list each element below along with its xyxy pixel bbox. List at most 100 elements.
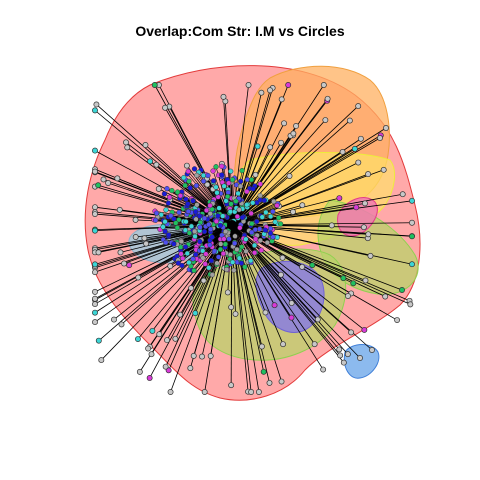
graph-node bbox=[165, 232, 172, 238]
graph-node bbox=[217, 246, 224, 253]
graph-node bbox=[223, 266, 230, 273]
graph-node bbox=[197, 238, 203, 245]
graph-node bbox=[237, 225, 243, 231]
graph-node bbox=[288, 314, 295, 321]
graph-node bbox=[357, 355, 363, 361]
graph-node bbox=[92, 147, 98, 154]
graph-node bbox=[92, 301, 98, 308]
graph-node bbox=[258, 89, 265, 96]
graph-node bbox=[162, 104, 169, 111]
graph-node bbox=[174, 225, 180, 231]
graph-node bbox=[337, 352, 344, 359]
graph-node bbox=[197, 213, 203, 219]
graph-node bbox=[242, 264, 248, 270]
graph-node bbox=[163, 207, 169, 213]
graph-node bbox=[362, 277, 369, 284]
graph-node bbox=[200, 172, 207, 179]
graph-node bbox=[181, 175, 187, 181]
edge bbox=[231, 137, 381, 226]
graph-node bbox=[224, 289, 231, 296]
community-hull-pink bbox=[337, 197, 378, 237]
graph-node bbox=[114, 175, 121, 182]
graph-node bbox=[200, 178, 207, 184]
graph-node bbox=[221, 183, 227, 189]
graph-node bbox=[194, 172, 200, 179]
graph-node bbox=[203, 207, 210, 214]
edge bbox=[231, 193, 403, 226]
graph-node bbox=[186, 178, 192, 185]
graph-node bbox=[209, 272, 215, 278]
graph-node bbox=[213, 218, 220, 224]
graph-node bbox=[200, 248, 206, 254]
graph-node bbox=[221, 236, 227, 242]
graph-node bbox=[244, 202, 250, 208]
graph-node bbox=[355, 103, 362, 110]
graph-node bbox=[134, 336, 141, 342]
graph-node bbox=[98, 357, 105, 364]
graph-node bbox=[270, 234, 276, 240]
graph-node bbox=[215, 213, 221, 219]
graph-node bbox=[252, 236, 259, 242]
edge bbox=[231, 224, 364, 228]
graph-node bbox=[111, 316, 117, 323]
community-hull-blue bbox=[343, 344, 380, 379]
graph-node bbox=[166, 194, 173, 200]
graph-node bbox=[206, 265, 212, 271]
graph-node bbox=[243, 248, 249, 254]
plot-title: Overlap:Com Str: I.M vs Circles bbox=[135, 23, 345, 39]
graph-node bbox=[185, 208, 192, 215]
graph-node bbox=[186, 230, 193, 236]
graph-node bbox=[320, 82, 327, 88]
graph-node bbox=[214, 190, 220, 196]
graph-node bbox=[261, 197, 267, 204]
graph-node bbox=[259, 214, 265, 220]
graph-node bbox=[132, 234, 139, 240]
graph-node bbox=[203, 251, 209, 257]
graph-node bbox=[244, 188, 250, 195]
graph-node bbox=[383, 125, 389, 131]
graph-node bbox=[214, 260, 220, 266]
graph-node bbox=[234, 246, 240, 253]
graph-node bbox=[201, 228, 208, 235]
graph-node bbox=[353, 204, 360, 211]
graph-node bbox=[278, 96, 285, 103]
edge bbox=[231, 200, 413, 226]
graph-node bbox=[191, 267, 197, 274]
graph-node bbox=[223, 198, 229, 204]
graph-node bbox=[222, 241, 229, 247]
graph-node bbox=[250, 186, 256, 192]
graph-node bbox=[92, 107, 98, 114]
graph-node bbox=[161, 191, 168, 197]
graph-node bbox=[184, 250, 190, 257]
graph-node bbox=[361, 326, 368, 333]
graph-node bbox=[365, 171, 372, 178]
graph-node bbox=[233, 198, 239, 204]
graph-node bbox=[192, 209, 199, 215]
graph-node bbox=[399, 191, 406, 198]
graph-node bbox=[206, 221, 212, 228]
graph-node bbox=[180, 255, 186, 261]
graph-node bbox=[274, 202, 280, 209]
graph-node bbox=[336, 346, 343, 353]
graph-node bbox=[245, 82, 252, 88]
graph-node bbox=[92, 288, 98, 295]
graph-node bbox=[340, 275, 347, 282]
graph-node bbox=[167, 263, 174, 270]
graph-node bbox=[355, 159, 362, 166]
graph-node bbox=[257, 237, 263, 244]
graph-node bbox=[92, 269, 98, 276]
edge bbox=[231, 224, 315, 345]
graph-node bbox=[92, 319, 98, 326]
graph-node bbox=[255, 389, 262, 395]
graph-node bbox=[207, 202, 213, 209]
graph-node bbox=[232, 310, 239, 317]
graph-node bbox=[167, 389, 174, 395]
graph-node bbox=[123, 139, 129, 146]
graph-node bbox=[193, 216, 199, 222]
graph-node bbox=[92, 168, 98, 175]
graph-node bbox=[228, 382, 235, 389]
graph-node bbox=[155, 185, 162, 192]
graph-node bbox=[92, 261, 98, 268]
graph-node bbox=[209, 234, 215, 240]
